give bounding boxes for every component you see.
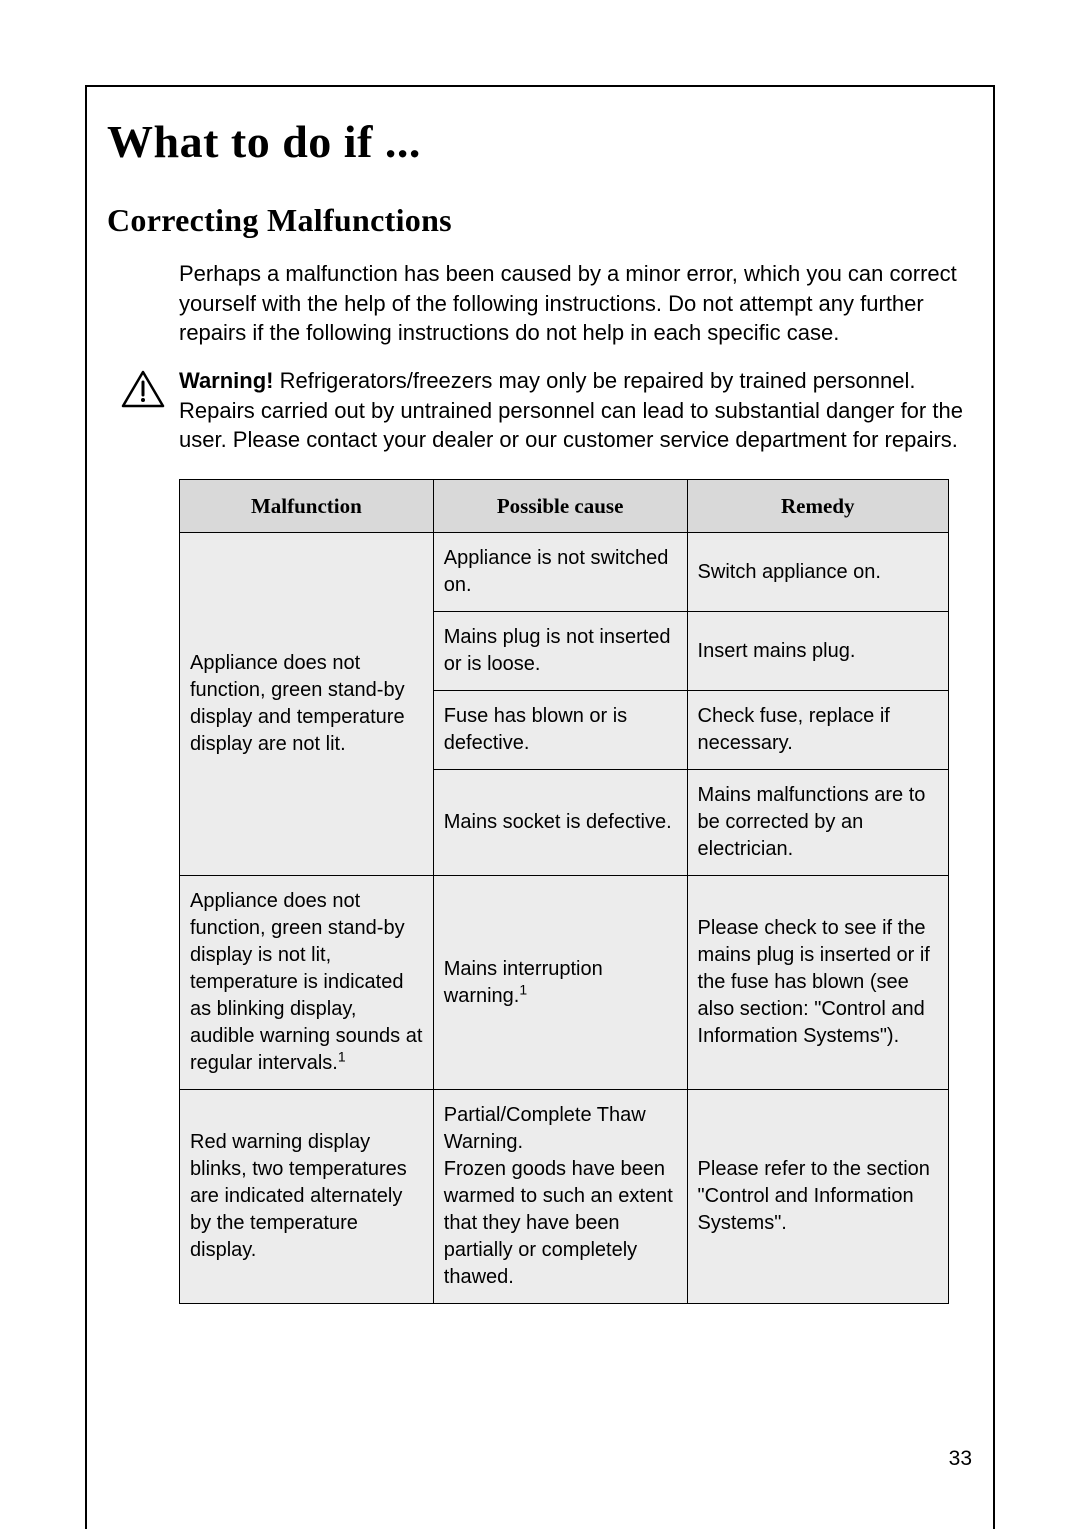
warning-triangle-icon (121, 370, 165, 408)
warning-label: Warning! (179, 368, 274, 393)
table-row: Appliance does not function, green stand… (180, 533, 949, 612)
cell-cause: Fuse has blown or is defective. (433, 691, 687, 770)
col-header-malfunction: Malfunction (180, 480, 434, 533)
section-subtitle: Correcting Malfunctions (107, 202, 973, 239)
page-title: What to do if ... (107, 115, 973, 168)
cell-cause: Partial/Complete Thaw Warning. Frozen go… (433, 1090, 687, 1304)
warning-block: Warning! Refrigerators/freezers may only… (121, 366, 973, 455)
col-header-cause: Possible cause (433, 480, 687, 533)
cell-remedy: Switch appliance on. (687, 533, 948, 612)
page-number: 33 (949, 1447, 972, 1471)
page-frame: What to do if ... Correcting Malfunction… (85, 85, 995, 1529)
col-header-remedy: Remedy (687, 480, 948, 533)
cell-remedy: Insert mains plug. (687, 612, 948, 691)
warning-body: Refrigerators/freezers may only be repai… (179, 368, 963, 452)
intro-paragraph: Perhaps a malfunction has been caused by… (179, 259, 973, 348)
cell-malfunction: Appliance does not function, green stand… (180, 533, 434, 876)
cell-remedy: Please check to see if the mains plug is… (687, 876, 948, 1090)
table-row: Red warning display blinks, two temperat… (180, 1090, 949, 1304)
table-row: Appliance does not function, green stand… (180, 876, 949, 1090)
cell-malfunction: Red warning display blinks, two temperat… (180, 1090, 434, 1304)
cell-remedy: Please refer to the section "Control and… (687, 1090, 948, 1304)
table-header-row: Malfunction Possible cause Remedy (180, 480, 949, 533)
malfunction-table: Malfunction Possible cause Remedy Applia… (179, 479, 949, 1304)
cell-cause: Appliance is not switched on. (433, 533, 687, 612)
cell-remedy: Check fuse, replace if necessary. (687, 691, 948, 770)
warning-paragraph: Warning! Refrigerators/freezers may only… (179, 366, 973, 455)
cell-remedy: Mains malfunctions are to be corrected b… (687, 770, 948, 876)
cell-malfunction: Appliance does not function, green stand… (180, 876, 434, 1090)
cell-cause: Mains interruption warning.1 (433, 876, 687, 1090)
cell-cause: Mains socket is defective. (433, 770, 687, 876)
cell-cause: Mains plug is not inserted or is loose. (433, 612, 687, 691)
